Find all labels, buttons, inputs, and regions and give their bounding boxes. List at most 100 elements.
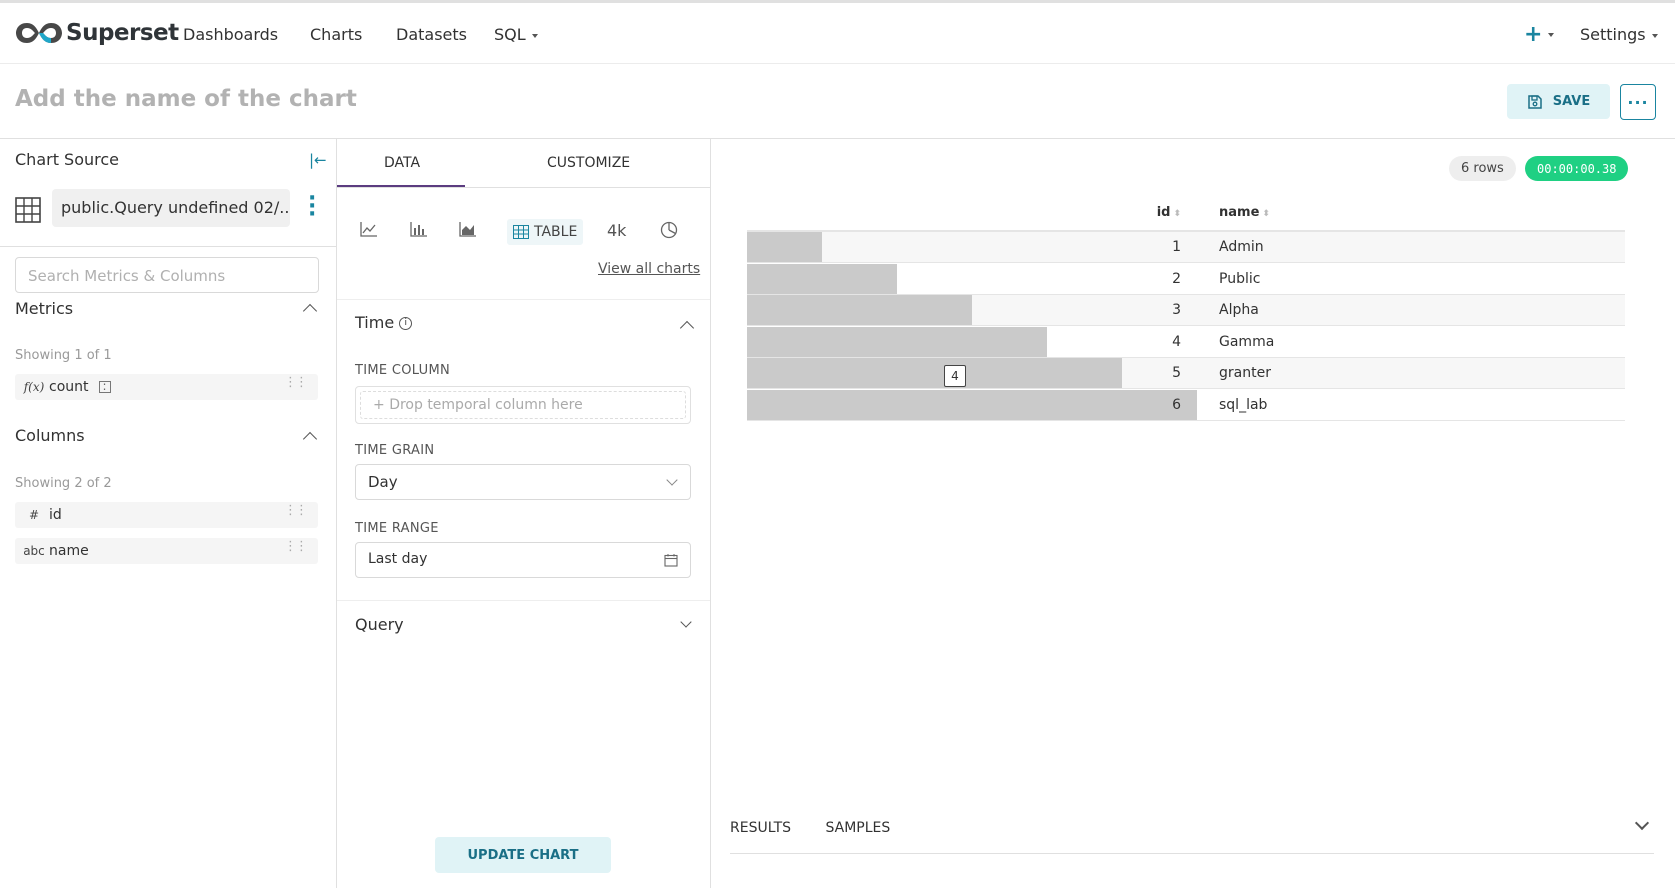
bar-chart-icon[interactable]	[410, 221, 428, 237]
caret-down-icon	[1548, 33, 1555, 37]
column-header-id[interactable]: id ⬍	[1087, 205, 1181, 220]
dropzone-inner: + Drop temporal column here	[360, 391, 686, 419]
datasource-menu-icon[interactable]: · · ·	[308, 186, 317, 227]
metrics-showing-count: Showing 1 of 1	[15, 348, 112, 363]
column-header-name[interactable]: name ⬍	[1219, 205, 1270, 220]
plus-icon: +	[1524, 22, 1543, 47]
time-range-label: TIME RANGE	[355, 521, 439, 536]
nav-charts[interactable]: Charts	[310, 25, 363, 44]
chevron-up-icon[interactable]	[302, 303, 318, 319]
cell-bar-tooltip: 4	[944, 365, 966, 387]
header-divider	[747, 230, 1625, 232]
line-chart-icon[interactable]	[360, 221, 378, 237]
columns-showing-count: Showing 2 of 2	[15, 476, 112, 491]
columns-section-title[interactable]: Columns	[15, 426, 85, 445]
brand-name: Superset	[66, 20, 179, 46]
pie-chart-icon[interactable]	[660, 221, 678, 239]
column-item-id[interactable]: # id ⋮⋮	[15, 502, 318, 528]
sort-icon: ⬍	[1173, 209, 1181, 219]
caret-down-icon	[1651, 33, 1658, 38]
divider	[337, 299, 710, 300]
time-grain-select[interactable]: Day	[355, 464, 691, 500]
tab-results[interactable]: RESULTS	[730, 820, 792, 836]
area-chart-icon[interactable]	[459, 221, 477, 237]
drag-handle-icon[interactable]: ⋮⋮	[284, 503, 308, 518]
query-section-title[interactable]: Query	[355, 615, 404, 634]
more-options-button[interactable]: ···	[1620, 84, 1656, 120]
cell-name: Alpha	[1219, 302, 1259, 318]
cell-bar	[747, 295, 972, 325]
cell-name: granter	[1219, 365, 1271, 381]
nav-sql-label: SQL	[494, 25, 526, 44]
cell-id: 2	[1172, 270, 1181, 287]
cell-id: 3	[1172, 302, 1181, 318]
time-section-title: Time	[355, 313, 395, 332]
caret-down-icon	[531, 33, 538, 38]
metric-item[interactable]: f(x) count : ⋮⋮	[15, 374, 318, 400]
settings-menu[interactable]: Settings	[1580, 25, 1658, 44]
tab-data[interactable]: DATA	[384, 155, 421, 171]
search-metrics-columns-input[interactable]: Search Metrics & Columns	[15, 257, 319, 293]
cell-bar	[747, 232, 822, 262]
cell-id: 4	[1172, 333, 1181, 350]
collapse-panel-icon[interactable]: |←	[309, 151, 327, 169]
time-column-label: TIME COLUMN	[355, 363, 450, 378]
divider	[730, 853, 1654, 854]
nav-dashboards[interactable]: Dashboards	[183, 25, 279, 44]
info-icon: i	[399, 317, 413, 330]
datasource-panel: Chart Source |← public.Query undefined 0…	[0, 139, 337, 888]
sort-icon: ⬍	[1262, 209, 1270, 219]
table-chart-option[interactable]: TABLE	[507, 219, 584, 245]
chevron-down-icon	[666, 474, 678, 486]
chevron-up-icon[interactable]	[679, 320, 695, 336]
superset-logo[interactable]: Superset	[14, 17, 179, 49]
update-chart-button[interactable]: UPDATE CHART	[435, 837, 611, 873]
superset-logo-icon	[16, 23, 62, 43]
dropzone-placeholder: Drop temporal column here	[389, 397, 583, 413]
control-panel: DATA CUSTOMIZE TABLE 4k View all charts …	[337, 139, 711, 888]
cell-name: sql_lab	[1219, 396, 1268, 413]
column-label: name	[49, 543, 89, 559]
view-all-charts-link[interactable]: View all charts	[598, 261, 701, 277]
column-label: id	[49, 507, 62, 523]
cell-id: 6	[1172, 396, 1181, 413]
cell-id: 1	[1172, 239, 1181, 255]
string-type-icon: abc	[23, 544, 45, 558]
table-icon	[513, 225, 529, 239]
save-icon	[1528, 94, 1542, 109]
top-navbar: Superset Dashboards Charts Datasets SQL …	[0, 0, 1675, 64]
nav-datasets[interactable]: Datasets	[396, 25, 467, 44]
function-icon: f(x)	[23, 380, 45, 394]
table-row: 4 Gamma	[747, 326, 1625, 358]
cell-id: 5	[1172, 365, 1181, 381]
time-grain-value: Day	[368, 473, 398, 491]
chart-title-input[interactable]: Add the name of the chart	[15, 86, 357, 112]
chevron-down-icon[interactable]	[680, 616, 692, 628]
settings-label: Settings	[1580, 25, 1646, 44]
time-column-dropzone[interactable]: + Drop temporal column here	[355, 386, 691, 424]
time-section-header[interactable]: Time i	[355, 313, 413, 332]
tab-samples[interactable]: SAMPLES	[825, 820, 891, 836]
cell-bar	[747, 326, 1047, 357]
nav-sql-menu[interactable]: SQL	[494, 25, 538, 44]
datasource-name[interactable]: public.Query undefined 02/...	[52, 189, 290, 227]
cell-bar	[747, 389, 1197, 420]
drag-handle-icon[interactable]: ⋮⋮	[284, 375, 308, 390]
active-tab-indicator	[337, 185, 465, 187]
tab-customize[interactable]: CUSTOMIZE	[547, 155, 631, 171]
divider	[337, 600, 710, 601]
table-row: 3 Alpha	[747, 295, 1625, 326]
row-count-badge: 6 rows	[1449, 156, 1516, 181]
time-grain-label: TIME GRAIN	[355, 443, 435, 458]
time-range-picker[interactable]: Last day	[355, 542, 691, 578]
drag-handle-icon[interactable]: ⋮⋮	[284, 539, 308, 554]
cell-bar	[747, 263, 897, 294]
column-header-label: name	[1219, 205, 1260, 220]
save-button[interactable]: SAVE	[1507, 84, 1610, 119]
chevron-up-icon[interactable]	[302, 431, 318, 447]
metrics-section-title[interactable]: Metrics	[15, 299, 74, 318]
column-item-name[interactable]: abc name ⋮⋮	[15, 538, 318, 564]
chart-header: Add the name of the chart SAVE ···	[0, 64, 1675, 139]
new-item-menu[interactable]: +	[1524, 22, 1555, 47]
big-number-chart-option[interactable]: 4k	[607, 221, 627, 240]
